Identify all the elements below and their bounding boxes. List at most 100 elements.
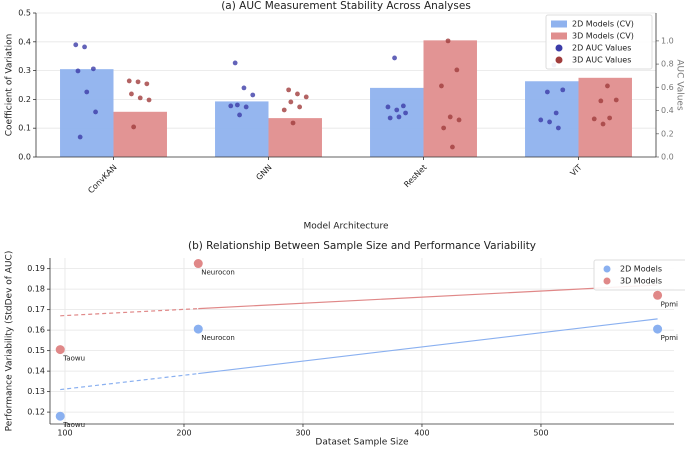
auc-point (439, 83, 444, 89)
legend-label: 2D AUC Values (572, 44, 631, 53)
auc-point (73, 42, 79, 48)
point (653, 324, 663, 334)
auc-point (400, 103, 406, 109)
auc-point (547, 119, 552, 125)
auc-point (598, 98, 604, 104)
x-tick-label: 500 (533, 429, 548, 438)
y2-tick-label: 0.6 (661, 83, 674, 92)
y2-tick-label: 0.8 (661, 60, 674, 69)
y2-tick-label: 0.4 (661, 106, 674, 115)
legend-label: 2D Models (620, 265, 662, 274)
auc-point (234, 102, 240, 108)
y-tick-label: 0.1 (18, 124, 31, 133)
auc-point (600, 121, 606, 127)
auc-point (591, 116, 597, 122)
auc-point (290, 120, 296, 126)
auc-point (560, 87, 566, 93)
auc-point (387, 115, 393, 121)
auc-point (281, 107, 287, 113)
point (193, 259, 203, 269)
y-tick-label: 0.19 (27, 264, 45, 273)
legend-label: 3D Models (CV) (572, 32, 634, 41)
bar (113, 111, 167, 157)
y2-tick-label: 0.0 (661, 153, 674, 162)
auc-point (250, 92, 256, 98)
y-tick-label: 0.16 (27, 326, 45, 335)
auc-point (228, 103, 234, 109)
point (55, 345, 65, 355)
x-tick-label: 400 (414, 429, 429, 438)
y-tick-label: 0.0 (18, 153, 31, 162)
y-tick-label: 0.12 (27, 408, 45, 417)
y-tick-label: 0.5 (18, 9, 31, 18)
y2-tick-label: 1.0 (661, 36, 674, 45)
auc-point (394, 107, 400, 113)
auc-point (613, 97, 619, 103)
legend-marker (603, 265, 611, 273)
chart-title: (a) AUC Measurement Stability Across Ana… (221, 0, 471, 12)
auc-point (454, 67, 460, 73)
auc-point (553, 110, 559, 116)
x-tick-label: 200 (176, 429, 191, 438)
auc-point (243, 104, 249, 110)
legend-swatch (551, 32, 567, 40)
point (193, 324, 203, 334)
auc-point (605, 83, 610, 89)
trend-line (60, 308, 199, 317)
y-tick-label: 0.15 (27, 346, 45, 355)
y-tick-label: 0.2 (18, 95, 31, 104)
y-axis-label: Coefficient of Variation (5, 34, 15, 137)
x-tick-label: 100 (57, 429, 72, 438)
point (55, 411, 65, 421)
bar (578, 77, 632, 157)
bar (525, 81, 579, 157)
x-axis-label: Model Architecture (304, 222, 389, 232)
point-label: Taowu (62, 421, 85, 429)
point-label: Taowu (62, 355, 85, 363)
auc-point (445, 38, 451, 44)
auc-point (288, 99, 294, 105)
legend-swatch (551, 20, 567, 28)
auc-point (131, 124, 137, 130)
auc-point (295, 91, 300, 97)
y-tick-label: 0.13 (27, 387, 45, 396)
auc-point (146, 97, 152, 103)
legend-label: 3D AUC Values (572, 56, 631, 65)
legend-marker (555, 44, 563, 52)
auc-point (84, 89, 90, 95)
trend-line (60, 372, 199, 391)
auc-point (450, 144, 455, 150)
legend-label: 3D Models (620, 277, 662, 286)
auc-point (403, 110, 408, 116)
auc-point (441, 125, 447, 131)
auc-point (237, 112, 242, 118)
point (653, 290, 663, 300)
legend-label: 2D Models (CV) (572, 20, 634, 29)
auc-point (544, 89, 550, 95)
y2-axis-label: AUC Values (675, 59, 685, 111)
point-label: Neurocon (201, 334, 235, 342)
y-tick-label: 0.18 (27, 285, 45, 294)
auc-point (232, 60, 238, 66)
auc-point (93, 109, 98, 115)
auc-point (396, 114, 402, 120)
trend-line (198, 284, 658, 310)
trend-line (198, 318, 658, 375)
auc-point (392, 55, 397, 61)
bar (370, 87, 424, 157)
auc-point (456, 117, 462, 123)
x-tick-label: 300 (295, 429, 310, 438)
auc-point (75, 68, 81, 74)
y-axis-label: Performance Variability (StdDev of AUC) (5, 251, 15, 432)
auc-point (77, 134, 83, 140)
auc-point (126, 78, 132, 84)
auc-point (137, 95, 143, 101)
auc-point (555, 125, 561, 131)
auc-point (538, 117, 544, 123)
auc-point (135, 79, 141, 85)
legend-box (593, 259, 685, 291)
auc-point (303, 94, 309, 100)
auc-point (297, 104, 303, 110)
